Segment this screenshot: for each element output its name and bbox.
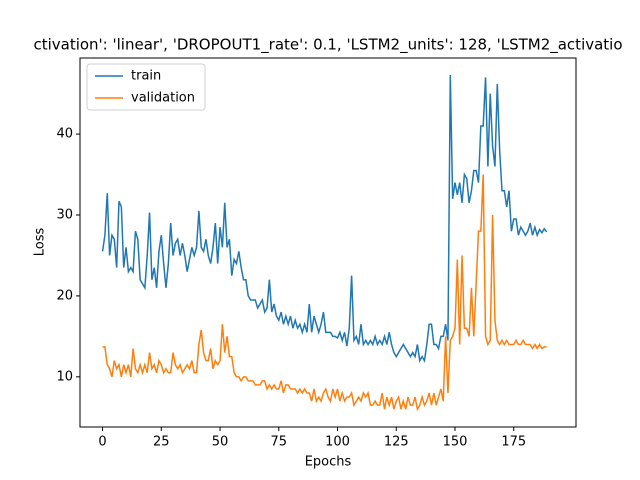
legend-label: validation (131, 91, 195, 106)
y-axis-label: Loss (33, 228, 48, 257)
axes-frame (79, 57, 577, 428)
series-line (102, 174, 547, 412)
x-tick-label: 150 (443, 435, 468, 450)
x-tick-label: 75 (271, 435, 288, 450)
x-tick-label: 125 (384, 435, 409, 450)
y-tick-label: 30 (56, 207, 73, 222)
y-tick-label: 10 (56, 369, 73, 384)
series-line (101, 74, 548, 363)
x-tick-label: 50 (212, 435, 229, 450)
x-tick-label: 100 (325, 435, 350, 450)
x-tick-label: 25 (153, 435, 170, 450)
x-tick-label: 175 (501, 435, 526, 450)
chart-title: ctivation': 'linear', 'DROPOUT1_rate': 0… (33, 36, 622, 55)
y-tick-label: 40 (56, 127, 73, 142)
y-tick-label: 20 (56, 288, 73, 303)
legend-label: train (131, 69, 161, 84)
x-axis-label: Epochs (305, 455, 352, 470)
x-tick-label: 0 (98, 435, 106, 450)
